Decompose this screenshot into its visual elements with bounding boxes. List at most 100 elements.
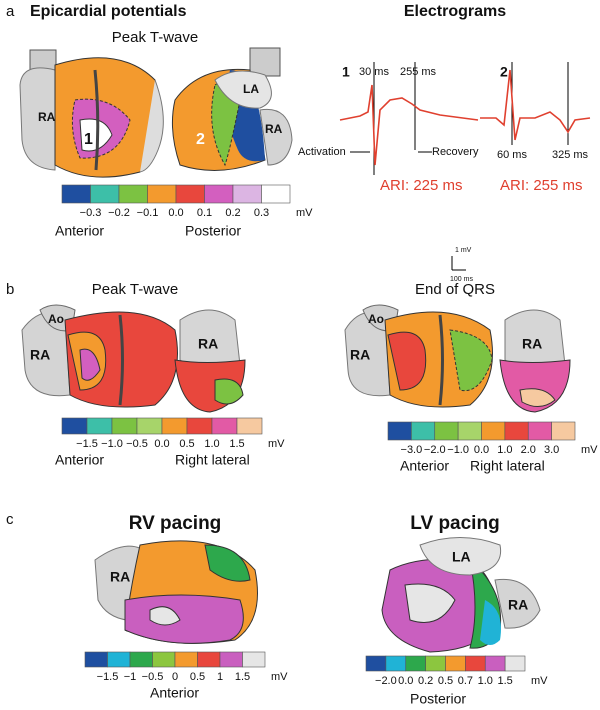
color-swatch <box>118 184 148 204</box>
colorbar-tick: 0.5 <box>179 438 194 450</box>
color-swatch <box>527 421 552 441</box>
recovery-label: Recovery <box>432 146 479 158</box>
color-swatch <box>236 417 263 435</box>
colorbar-tick: 0.0 <box>154 438 169 450</box>
color-swatch <box>425 655 446 672</box>
heart-label: RA <box>508 597 528 613</box>
trace-number: 2 <box>500 64 508 80</box>
panel-letter: a <box>6 3 15 20</box>
color-swatch <box>457 421 482 441</box>
colorbar-tick: −3.0 <box>401 444 423 456</box>
heart-anterior <box>19 49 164 178</box>
colorbar-tick: −2.0 <box>375 675 397 687</box>
colorbar-tick: 1.5 <box>497 675 512 687</box>
color-swatch <box>465 655 486 672</box>
colorbar: −2.0 0.0 0.2 0.5 0.7 1.0 1.5 mV Posterior <box>365 655 548 707</box>
panel-letter: c <box>6 511 14 528</box>
color-swatch <box>481 421 506 441</box>
time-label: 325 ms <box>552 149 589 161</box>
subtitle: End of QRS <box>415 281 495 298</box>
heart-label: Ao <box>48 312 64 326</box>
heart-label: LA <box>452 549 471 565</box>
colorbar-tick: 1 <box>217 671 223 683</box>
colorbar-tick: 2.0 <box>521 444 536 456</box>
color-swatch <box>175 184 205 204</box>
colorbar-tick: −2.0 <box>424 444 446 456</box>
heading: Epicardial potentials <box>30 3 187 20</box>
heart-posterior <box>171 47 293 171</box>
colorbar-tick: 0.2 <box>225 207 240 219</box>
color-swatch <box>232 184 262 204</box>
color-swatch <box>504 421 529 441</box>
heart-label: Ao <box>368 312 384 326</box>
colorbar-unit: mV <box>531 675 548 687</box>
trace-number: 1 <box>342 64 350 80</box>
colorbar-unit: mV <box>268 438 285 450</box>
colorbar-tick: −0.5 <box>126 438 148 450</box>
colorbar-tick: −0.1 <box>137 207 159 219</box>
colorbar-tick: 0.1 <box>197 207 212 219</box>
colorbar-tick: −0.5 <box>142 671 164 683</box>
colorbar-unit: mV <box>581 444 598 456</box>
colorbar-tick: −1.0 <box>447 444 469 456</box>
colorbar-tick: 0.0 <box>474 444 489 456</box>
scale-label: 100 ms <box>450 276 473 283</box>
color-swatch <box>90 184 120 204</box>
color-swatch <box>387 421 412 441</box>
colorbar-tick: −1.0 <box>101 438 123 450</box>
ari: ARI: 255 ms <box>500 177 583 194</box>
heart-label: LA <box>243 82 259 96</box>
colorbar-tick: −0.3 <box>80 207 102 219</box>
heart-label: RA <box>38 110 56 124</box>
heart-lv <box>381 537 541 653</box>
view-label: Anterior <box>55 223 104 239</box>
color-swatch <box>211 417 238 435</box>
subtitle: Peak T-wave <box>92 281 178 298</box>
color-swatch <box>61 417 88 435</box>
colorbar-tick: 1.5 <box>235 671 250 683</box>
color-swatch <box>186 417 213 435</box>
subtitle: LV pacing <box>410 513 499 534</box>
ari: ARI: 225 ms <box>380 177 463 194</box>
view-label: Right lateral <box>470 458 545 474</box>
scale-label: 1 mV <box>455 247 472 254</box>
colorbar-tick: 3.0 <box>544 444 559 456</box>
colorbar-tick: 0.0 <box>398 675 413 687</box>
hearts-b-left <box>21 304 246 413</box>
colorbar-unit: mV <box>296 207 313 219</box>
heart-label: RA <box>350 347 370 363</box>
color-swatch <box>111 417 138 435</box>
color-swatch <box>445 655 466 672</box>
color-swatch <box>107 651 131 668</box>
colorbar-unit: mV <box>271 671 288 683</box>
color-swatch <box>161 417 188 435</box>
colorbar-tick: −1 <box>124 671 137 683</box>
heart-label: RA <box>198 336 218 352</box>
colorbar-tick: 1.5 <box>229 438 244 450</box>
colorbar-tick: 0.0 <box>168 207 183 219</box>
subtitle: Peak T-wave <box>112 29 198 46</box>
view-label: Anterior <box>55 452 104 468</box>
color-swatch <box>504 655 526 672</box>
heart-label: RA <box>265 122 283 136</box>
color-swatch <box>147 184 177 204</box>
view-label: Posterior <box>185 223 241 239</box>
color-swatch <box>204 184 234 204</box>
panel-letter: b <box>6 281 14 298</box>
color-swatch <box>405 655 426 672</box>
colorbar-tick: 0 <box>172 671 178 683</box>
color-swatch <box>411 421 436 441</box>
view-label: Posterior <box>410 691 466 707</box>
heart-rv <box>94 540 258 644</box>
color-swatch <box>136 417 163 435</box>
color-swatch <box>242 651 266 668</box>
time-label: 60 ms <box>497 149 527 161</box>
subtitle: RV pacing <box>129 513 222 534</box>
color-swatch <box>197 651 221 668</box>
view-label: Anterior <box>150 685 199 701</box>
colorbar-tick: 1.0 <box>204 438 219 450</box>
colorbar-tick: −1.5 <box>76 438 98 450</box>
color-swatch <box>152 651 176 668</box>
colorbar-tick: −0.2 <box>108 207 130 219</box>
